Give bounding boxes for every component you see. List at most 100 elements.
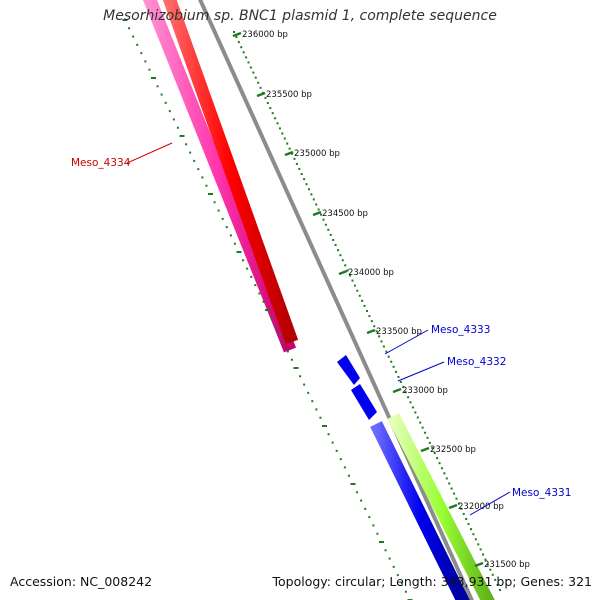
- gene-arrow-meso-4333[interactable]: [337, 355, 360, 385]
- inner-scale-dot: [343, 466, 346, 469]
- gene-label-meso-4333[interactable]: Meso_4333: [431, 324, 490, 336]
- inner-scale-dot: [151, 77, 156, 79]
- inner-scale-dot: [262, 300, 265, 303]
- scale-major-tick: [232, 31, 242, 38]
- inner-scale-dot: [225, 226, 228, 229]
- scale-dot: [499, 589, 501, 591]
- gene-leader-line: [397, 361, 445, 382]
- scale-label: 232000 bp: [458, 502, 504, 512]
- inner-scale-dot: [246, 267, 249, 270]
- scale-label: 232500 bp: [430, 445, 476, 455]
- scale-dot: [472, 533, 475, 536]
- scale-dot: [327, 228, 330, 231]
- scale-major-tick: [312, 210, 322, 217]
- inner-scale-dot: [160, 93, 163, 96]
- accession-label: Accession: NC_008242: [10, 574, 153, 589]
- scale-ruler: 236000 bp 235500 bp 235000 bp 234500 bp 2340…: [232, 30, 530, 591]
- inner-scale-dot: [376, 532, 379, 535]
- scale-dot: [305, 183, 308, 186]
- scale-dot: [445, 477, 448, 480]
- scale-dot: [363, 304, 366, 307]
- scale-dot: [235, 36, 238, 39]
- inner-scale-dot: [193, 159, 196, 162]
- scale-dot: [366, 310, 368, 312]
- gene-arrow-meso-4332[interactable]: [351, 384, 377, 420]
- scale-dot: [469, 528, 472, 531]
- gene-label-meso-4334[interactable]: Meso_4334: [71, 157, 131, 169]
- scale-major-tick: [392, 387, 402, 394]
- scale-label: 233500 bp: [376, 327, 422, 337]
- scale-dot: [419, 421, 422, 424]
- inner-scale-dot: [229, 234, 232, 237]
- inner-scale-dot: [217, 209, 220, 212]
- scale-dot: [380, 340, 383, 343]
- red-gene-track[interactable]: [162, 0, 299, 345]
- scale-major-tick: [420, 446, 430, 453]
- pink-gene-track[interactable]: [142, 0, 297, 353]
- scale-dot: [351, 279, 354, 282]
- scale-dot: [274, 117, 277, 120]
- green-gene-track[interactable]: [387, 413, 495, 600]
- scale-dot: [322, 218, 325, 221]
- scale-dot: [404, 391, 407, 394]
- inner-tick-dots: [122, 19, 413, 600]
- scale-dot: [266, 102, 269, 105]
- inner-scale-dot: [331, 441, 334, 444]
- scale-dot: [329, 233, 332, 236]
- scale-dot: [465, 517, 468, 520]
- inner-scale-dot: [233, 242, 236, 245]
- inner-scale-dot: [176, 126, 179, 129]
- scale-dot: [247, 61, 250, 64]
- inner-scale-dot: [307, 391, 310, 394]
- scale-dot: [494, 578, 497, 581]
- scale-dot: [288, 147, 291, 150]
- scale-dot: [341, 259, 344, 262]
- scale-major-tick: [338, 269, 348, 276]
- inner-scale-dot: [350, 483, 356, 485]
- scale-major-tick: [284, 150, 294, 157]
- scale-dot: [344, 264, 347, 267]
- blue-gene-track[interactable]: [370, 421, 470, 600]
- inner-scale-dot: [136, 43, 139, 46]
- scale-dot: [450, 487, 453, 490]
- inner-scale-dot: [132, 35, 135, 38]
- topology-label: Topology: circular; Length: 343,931 bp; …: [272, 574, 593, 589]
- inner-scale-dot: [372, 524, 375, 527]
- scale-dot: [426, 436, 429, 439]
- scale-dot: [416, 416, 419, 419]
- scale-dot: [433, 452, 436, 455]
- scale-major-tick: [366, 328, 376, 335]
- scale-dot: [334, 244, 337, 247]
- scale-dot: [486, 563, 489, 566]
- inner-scale-dot: [265, 309, 270, 311]
- inner-scale-dot: [368, 516, 371, 519]
- inner-scale-dot: [278, 333, 281, 336]
- inner-scale-dot: [258, 292, 261, 295]
- scale-label: 236000 bp: [242, 30, 288, 40]
- inner-scale-dot: [179, 135, 185, 137]
- inner-scale-dot: [290, 358, 293, 361]
- inner-scale-dot: [319, 416, 322, 419]
- inner-scale-dot: [311, 400, 314, 403]
- scale-dot: [373, 325, 376, 328]
- scale-dot: [317, 208, 320, 211]
- gene-label-meso-4332[interactable]: Meso_4332: [447, 356, 506, 368]
- scale-dot: [264, 96, 267, 99]
- scale-dot: [397, 375, 400, 378]
- scale-dot: [298, 167, 301, 170]
- inner-scale-dot: [148, 68, 151, 71]
- scale-dot: [324, 223, 327, 226]
- inner-scale-dot: [197, 168, 200, 171]
- scale-major-tick: [448, 503, 458, 510]
- scale-dot: [440, 467, 443, 470]
- scale-dot: [489, 568, 492, 571]
- scale-dot: [254, 76, 257, 79]
- scale-dot: [491, 573, 494, 576]
- scale-dot: [312, 198, 315, 201]
- scale-dot: [477, 543, 480, 546]
- gene-label-meso-4331[interactable]: Meso_4331: [512, 487, 571, 499]
- scale-dot: [349, 274, 352, 277]
- inner-scale-dot: [379, 541, 384, 543]
- inner-scale-dot: [250, 275, 253, 278]
